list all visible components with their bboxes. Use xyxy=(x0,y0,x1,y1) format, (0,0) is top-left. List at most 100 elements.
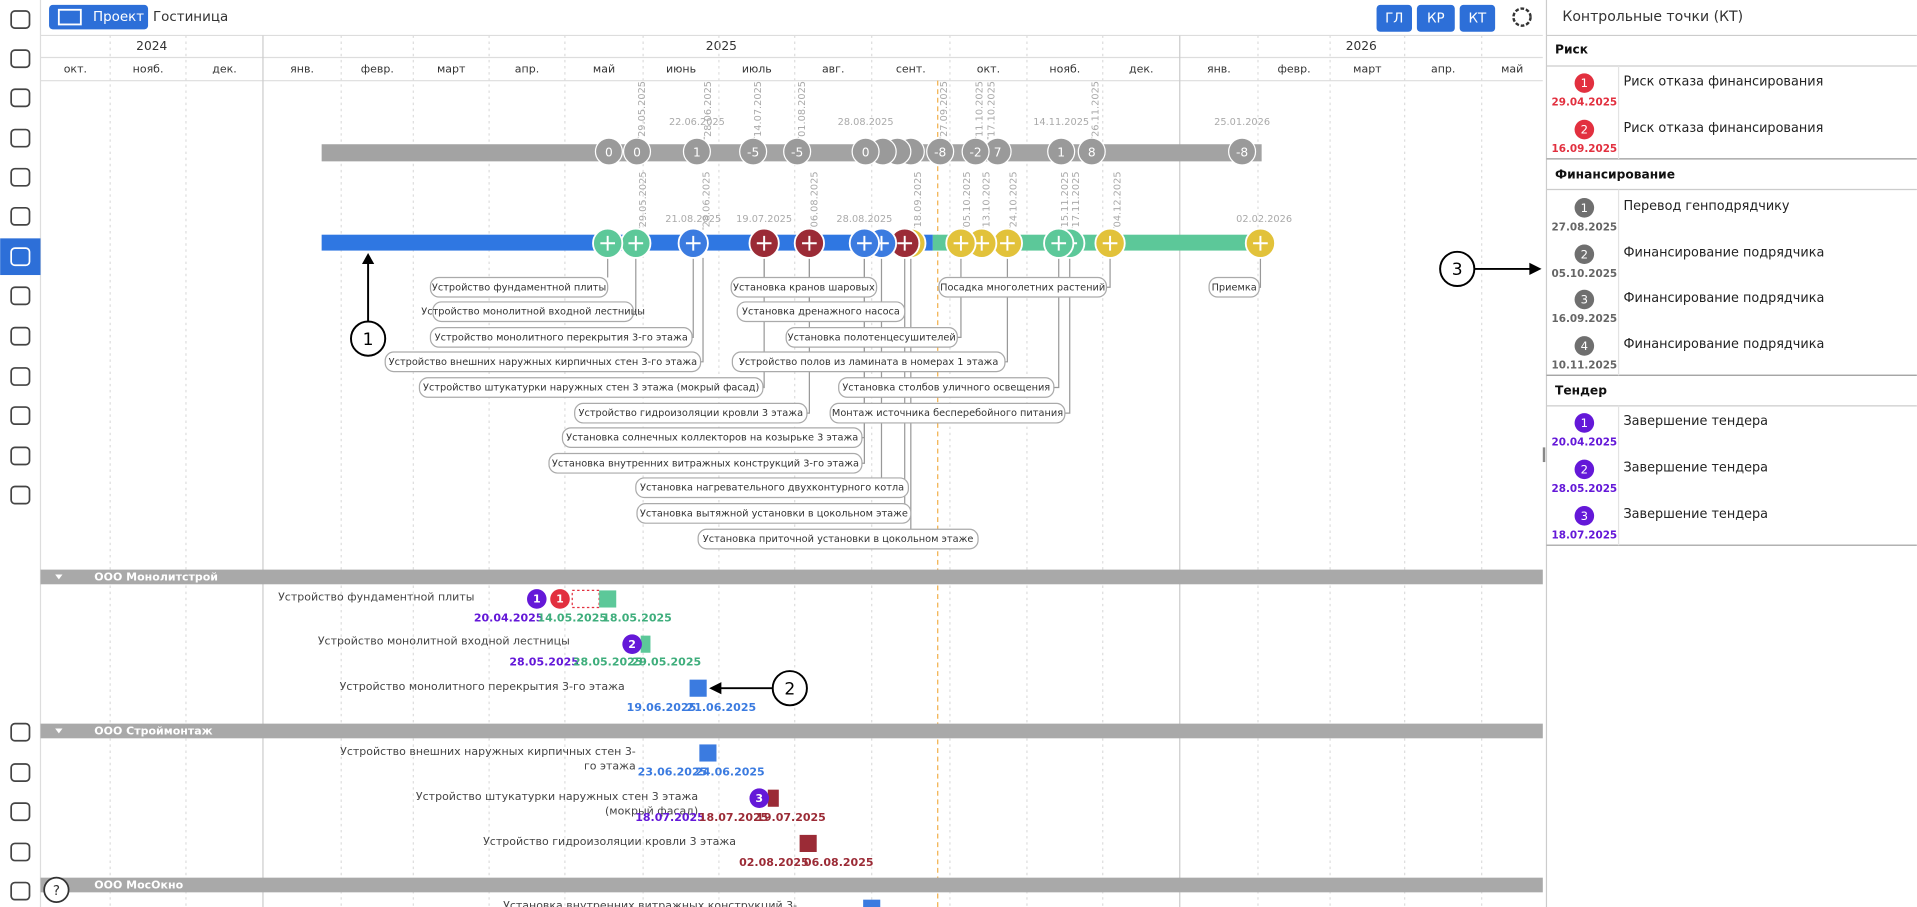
month-label: февр. xyxy=(361,63,394,76)
task-label-box[interactable] xyxy=(829,402,1066,424)
task-label-box[interactable] xyxy=(736,301,906,323)
task-label-box[interactable] xyxy=(429,276,609,298)
milestone[interactable] xyxy=(783,137,812,166)
task-label-box[interactable] xyxy=(938,276,1108,298)
task-date: 06.08.2025 xyxy=(804,856,874,869)
task-label-box[interactable] xyxy=(636,503,912,524)
kt-badge[interactable] xyxy=(1574,119,1595,140)
task-label: Установка нагревательного двухконтурного… xyxy=(640,483,904,494)
project-button[interactable] xyxy=(49,4,149,30)
milestone[interactable] xyxy=(961,137,990,166)
milestone-value: 8 xyxy=(1088,145,1096,159)
help-button[interactable] xyxy=(43,876,70,903)
task-label-box[interactable] xyxy=(418,377,764,398)
kt-badge[interactable] xyxy=(1574,459,1595,480)
milestone[interactable] xyxy=(851,137,880,166)
nav-icon[interactable] xyxy=(10,842,31,862)
kt-badge[interactable] xyxy=(1574,244,1595,265)
task-label: Устройство монолитной входной лестницы xyxy=(421,307,645,318)
nav-icon[interactable] xyxy=(10,128,31,148)
nav-icon[interactable] xyxy=(10,485,31,505)
task-bar[interactable] xyxy=(640,635,651,653)
milestone[interactable] xyxy=(1228,137,1257,166)
milestone-date: 26.11.2025 xyxy=(1090,81,1101,137)
month-label: янв. xyxy=(290,63,314,76)
view-button[interactable] xyxy=(1376,4,1412,32)
milestone[interactable] xyxy=(926,137,955,166)
kt-badge[interactable] xyxy=(1574,336,1595,356)
view-button[interactable] xyxy=(1459,4,1496,32)
task-label-box[interactable] xyxy=(838,377,1055,398)
task-badge[interactable] xyxy=(527,589,547,609)
task-bar[interactable] xyxy=(599,590,617,608)
task-bar[interactable] xyxy=(699,744,717,762)
nav-icon[interactable] xyxy=(10,722,31,742)
task-label-box[interactable] xyxy=(432,301,634,323)
nav-icon[interactable] xyxy=(10,206,31,226)
kt-date: 10.11.2025 xyxy=(1552,359,1618,371)
task-bar[interactable] xyxy=(689,679,707,697)
kt-number: 2 xyxy=(1581,463,1588,477)
kt-badge[interactable] xyxy=(1574,289,1595,310)
plus-icon xyxy=(802,235,817,251)
view-button[interactable] xyxy=(1416,4,1455,32)
nav-icon[interactable] xyxy=(10,49,31,69)
task-label-box[interactable] xyxy=(697,528,979,550)
nav-icon[interactable] xyxy=(10,88,31,108)
milestone[interactable] xyxy=(1077,137,1106,166)
milestone-date: 24.10.2025 xyxy=(1009,171,1020,227)
kt-badge[interactable] xyxy=(1574,198,1595,218)
task-bar[interactable] xyxy=(767,789,779,807)
milestone[interactable] xyxy=(682,137,711,166)
settings-button[interactable] xyxy=(1512,7,1532,27)
task-label-box[interactable] xyxy=(429,326,693,348)
milestone-value: 1 xyxy=(1057,145,1065,159)
task-label-box[interactable] xyxy=(1208,276,1260,298)
task-bar[interactable] xyxy=(863,899,881,907)
milestone[interactable] xyxy=(739,137,768,166)
task-label-box[interactable] xyxy=(384,351,702,373)
nav-icon[interactable] xyxy=(10,326,31,346)
task-name: Устройство фундаментной плиты xyxy=(278,591,474,604)
nav-icon[interactable] xyxy=(10,763,31,782)
nav-icon[interactable] xyxy=(10,881,31,901)
task-label-box[interactable] xyxy=(730,276,878,298)
task-badge[interactable] xyxy=(749,788,770,808)
milestone[interactable] xyxy=(1047,137,1076,166)
month-label: окт. xyxy=(977,63,1000,76)
month-label: нояб. xyxy=(1049,63,1080,76)
task-bar[interactable] xyxy=(799,834,817,852)
milestone[interactable] xyxy=(622,137,652,166)
task-label-box[interactable] xyxy=(548,452,863,474)
task-bar[interactable] xyxy=(571,589,600,609)
task-label-box[interactable] xyxy=(561,427,863,448)
nav-icon[interactable] xyxy=(10,167,31,187)
nav-icon[interactable] xyxy=(10,406,31,426)
nav-icon[interactable] xyxy=(10,247,31,267)
milestone-date: 06.08.2025 xyxy=(809,171,820,227)
task-label-box[interactable] xyxy=(574,402,808,424)
nav-icon[interactable] xyxy=(10,286,31,306)
task-label-box[interactable] xyxy=(785,326,958,348)
nav-icon[interactable] xyxy=(10,367,31,386)
task-label: Установка полотенцесушителей xyxy=(788,332,956,343)
nav-icon[interactable] xyxy=(10,10,31,29)
kt-badge[interactable] xyxy=(1574,506,1595,526)
nav-icon[interactable] xyxy=(10,802,31,822)
group-header[interactable] xyxy=(40,877,1543,893)
task-label-box[interactable] xyxy=(635,477,909,499)
kt-text: Завершение тендера xyxy=(1623,507,1768,522)
task-date: 28.05.2025 xyxy=(509,656,579,669)
milestone[interactable] xyxy=(594,137,623,166)
task-badge[interactable] xyxy=(622,634,642,654)
group-header[interactable] xyxy=(40,569,1543,585)
kt-badge[interactable] xyxy=(1574,413,1595,433)
task-label-box[interactable] xyxy=(731,351,1006,373)
annotation-arrowhead xyxy=(361,253,375,265)
task-label: Приемка xyxy=(1212,282,1257,293)
task-badge[interactable] xyxy=(550,589,570,609)
milestone-date: 29.05.2025 xyxy=(638,171,649,227)
group-header[interactable] xyxy=(40,723,1543,739)
nav-icon[interactable] xyxy=(10,446,31,466)
kt-badge[interactable] xyxy=(1574,73,1595,93)
